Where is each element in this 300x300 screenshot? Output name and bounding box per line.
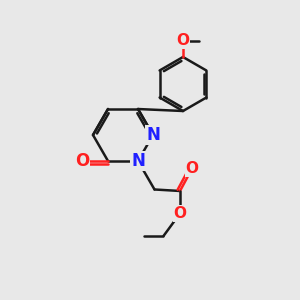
Text: N: N [131, 152, 145, 170]
Text: O: O [173, 206, 187, 221]
Text: O: O [185, 161, 199, 176]
Text: O: O [176, 33, 190, 48]
Text: O: O [75, 152, 90, 170]
Text: N: N [146, 126, 160, 144]
